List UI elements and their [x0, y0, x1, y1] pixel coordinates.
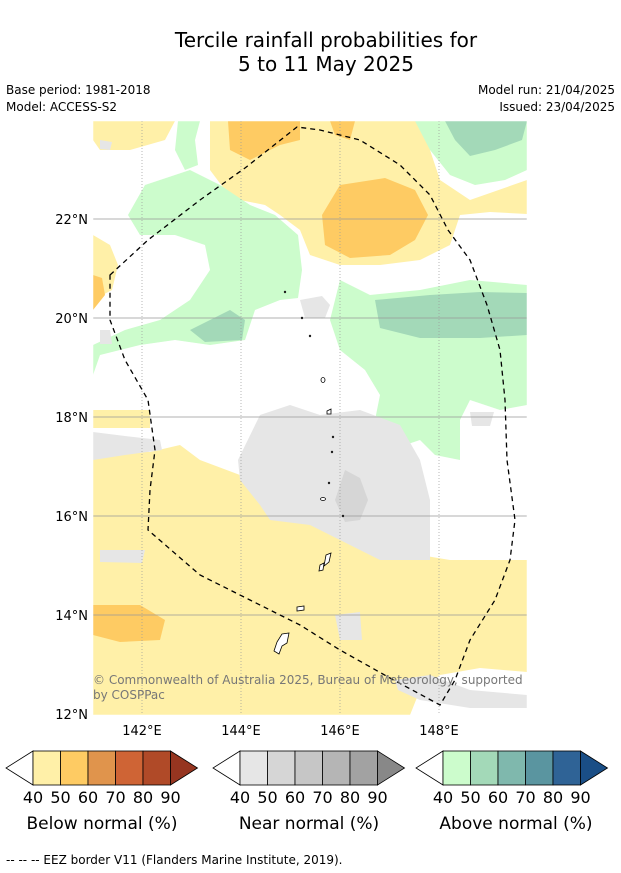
copyright-line-1: © Commonwealth of Australia 2025, Bureau…: [93, 673, 523, 687]
legend-tick-label: 90: [367, 788, 387, 807]
legend-title-below: Below normal (%): [26, 814, 178, 834]
lon-label: 148°E: [419, 724, 459, 739]
meta-right: Model run: 21/04/2025 Issued: 23/04/2025: [478, 82, 615, 116]
legend-colorbar: 40 50 60 70 80 90: [415, 750, 609, 807]
legend-tick-label: 60: [78, 788, 98, 807]
lat-label: 20°N: [55, 312, 88, 327]
legend-colorbar: 40 50 60 70 80 90: [212, 750, 406, 807]
meta-left: Base period: 1981-2018 Model: ACCESS-S2: [6, 82, 151, 116]
legend-tick-label: 70: [515, 788, 535, 807]
legend-extend-high: [377, 750, 406, 786]
legend-swatch: [60, 750, 89, 786]
legend-tick-label: 90: [570, 788, 590, 807]
title-line-2: 5 to 11 May 2025: [238, 52, 414, 76]
legend-tick-label: 70: [105, 788, 125, 807]
title-line-1: Tercile rainfall probabilities for: [174, 28, 478, 52]
gridlines: [93, 218, 527, 616]
lat-label: 12°N: [55, 708, 88, 723]
legend-tick-label: 50: [50, 788, 70, 807]
lon-label: 144°E: [221, 724, 261, 739]
lat-label: 14°N: [55, 609, 88, 624]
legend-swatch: [239, 750, 268, 786]
meridians: [141, 121, 440, 715]
lat-label: 22°N: [55, 213, 88, 228]
legend-colorbar: 40 50 60 70 80 90: [5, 750, 199, 807]
legend-swatch: [525, 750, 554, 786]
legend-tick-label: 80: [133, 788, 153, 807]
legend-swatch: [349, 750, 378, 786]
legend-swatch: [267, 750, 296, 786]
legend-tick-label: 80: [543, 788, 563, 807]
legend-title-near: Near normal (%): [238, 814, 380, 834]
legend-swatch: [497, 750, 526, 786]
legend-tick-label: 50: [460, 788, 480, 807]
map-title: Tercile rainfall probabilities for 5 to …: [0, 28, 621, 76]
axis-labels: 22°N 20°N 18°N 16°N 14°N 12°N 142°E 144°…: [55, 213, 459, 739]
legend-swatch: [142, 750, 171, 786]
legend-tick-label: 60: [488, 788, 508, 807]
legends: 40 50 60 70 80 90 40 50 60 70 80 90 40 50 60 70 80 90: [5, 750, 609, 807]
lon-label: 142°E: [122, 724, 162, 739]
model-run: Model run: 21/04/2025: [477, 83, 615, 97]
legend-swatch: [32, 750, 61, 786]
legend-swatch: [294, 750, 323, 786]
islands: [273, 290, 345, 655]
model-name: Model: ACCESS-S2: [6, 100, 118, 114]
legend-tick-label: 50: [257, 788, 277, 807]
legend-tick-label: 40: [23, 788, 43, 807]
legend-tick-label: 90: [160, 788, 180, 807]
legend-extend-high: [580, 750, 609, 786]
legend-swatch: [470, 750, 499, 786]
legend-extend-low: [212, 750, 241, 786]
legend-title-above: Above normal (%): [439, 814, 593, 834]
legend-extend-low: [415, 750, 444, 786]
lon-label: 146°E: [320, 724, 360, 739]
legend-swatch: [322, 750, 351, 786]
legend-swatch: [552, 750, 581, 786]
legend-tick-label: 70: [312, 788, 332, 807]
copyright-line-2: by COSPPac: [93, 688, 165, 702]
legend-tick-label: 60: [285, 788, 305, 807]
base-period: Base period: 1981-2018: [6, 83, 151, 97]
legend-extend-high: [170, 750, 199, 786]
lat-label: 18°N: [55, 411, 88, 426]
legend-swatch: [442, 750, 471, 786]
legend-tick-label: 40: [433, 788, 453, 807]
legend-swatch: [115, 750, 144, 786]
issued-date: Issued: 23/04/2025: [499, 100, 615, 114]
eez-border: [109, 126, 516, 706]
footnote: -- -- -- EEZ border V11 (Flanders Marine…: [6, 853, 343, 867]
legend-tick-label: 40: [230, 788, 250, 807]
lat-label: 16°N: [55, 510, 88, 525]
legend-extend-low: [5, 750, 34, 786]
map-area: [93, 121, 527, 715]
legend-tick-label: 80: [340, 788, 360, 807]
legend-swatch: [87, 750, 116, 786]
